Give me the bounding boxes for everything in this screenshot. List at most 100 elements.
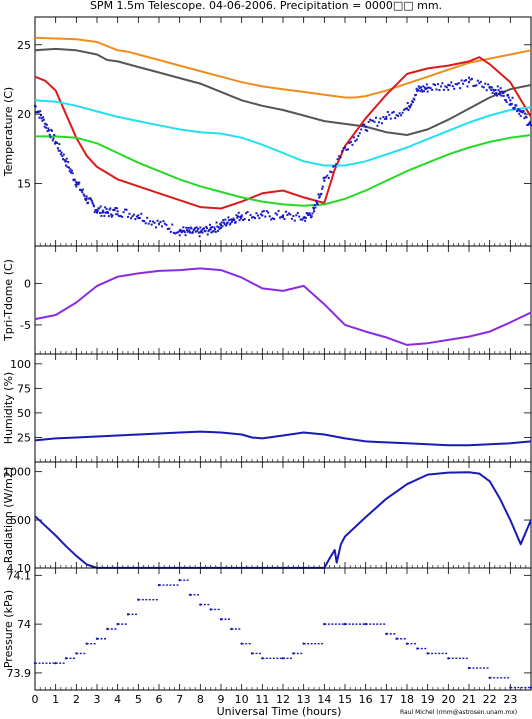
temperature-dot	[208, 223, 211, 226]
temperature-dot	[499, 87, 502, 90]
temperature-dot	[256, 214, 259, 217]
temperature-dot	[524, 112, 527, 115]
temperature-dot	[116, 213, 119, 216]
temperature-dot	[42, 116, 45, 119]
temperature-dot	[287, 212, 290, 215]
temperature-dot	[127, 215, 129, 218]
temperature-dot	[448, 84, 451, 87]
temperature-dot	[242, 219, 245, 222]
temperature-dot	[198, 235, 201, 238]
data-point	[385, 115, 388, 119]
temperature-dot	[321, 185, 324, 188]
x-tick-label: 7	[176, 693, 183, 706]
temperature-dot	[93, 211, 96, 214]
data-point	[343, 146, 347, 149]
temperature-dot	[232, 217, 235, 220]
y-tick-label: 75	[17, 382, 31, 395]
temperature-dot	[528, 122, 531, 125]
temperature-dot	[183, 231, 186, 234]
x-tick-label: 17	[379, 693, 393, 706]
temperature-dot	[68, 170, 71, 173]
temperature-dot	[303, 216, 306, 219]
temperature-dot	[428, 86, 431, 89]
temperature-dot	[519, 114, 522, 117]
temperature-dot	[178, 234, 181, 237]
temperature-dot	[391, 111, 394, 114]
data-point	[75, 652, 78, 655]
temperature-dot	[395, 114, 398, 117]
temperature-dot	[187, 226, 190, 229]
x-tick-label: 11	[255, 693, 269, 706]
data-point	[85, 642, 88, 645]
temperature-dot	[306, 212, 309, 215]
temperature-dot	[505, 101, 508, 104]
temperature-dot	[523, 117, 526, 120]
temperature-dot	[93, 205, 96, 208]
data-point	[188, 593, 192, 597]
temperature-dot	[469, 78, 472, 81]
temperature-dot	[409, 104, 412, 107]
temperature-dot	[217, 226, 220, 229]
temperature-dot	[501, 92, 504, 95]
x-axis-label: Universal Time (hours)	[217, 705, 342, 718]
temperature-dot	[420, 86, 423, 89]
temperature-dot	[490, 88, 493, 91]
temperature-dot	[502, 94, 505, 97]
temperature-dot	[472, 85, 475, 88]
temperature-dot	[259, 213, 262, 216]
temperature-dot	[358, 132, 361, 135]
y-tick-label: 4.10	[7, 562, 32, 575]
temperature-dot	[251, 216, 253, 219]
data-point	[509, 99, 512, 102]
temperature-dot	[311, 212, 314, 215]
temperature-dot	[429, 87, 432, 90]
temperature-dot	[70, 169, 73, 172]
temperature-dot	[407, 109, 410, 112]
temperature-dot	[174, 232, 177, 235]
temperature-dot	[518, 112, 521, 115]
temperature-dot	[439, 85, 442, 88]
x-axis: 0 1 2 3 4 5 6 7 8 9 10 11 12 13 14 15 16 17 18 19 20 21 22 23	[32, 693, 518, 706]
x-tick-label: 6	[156, 693, 163, 706]
temperature-dot	[377, 121, 380, 124]
temperature-dot	[104, 206, 107, 209]
temperature-dot	[214, 228, 217, 231]
temperature-dot	[238, 219, 241, 222]
temperature-dot	[310, 216, 313, 219]
data-point	[209, 228, 212, 231]
temperature-dot	[500, 94, 503, 97]
temperature-dot	[280, 215, 283, 218]
temperature-dot	[91, 201, 94, 204]
temperature-dot	[501, 90, 504, 93]
temperature-dot	[171, 223, 174, 226]
y-tick-label: 20	[17, 108, 31, 121]
x-tick-label: 20	[441, 693, 455, 706]
data-point	[137, 598, 140, 601]
temperature-dot	[274, 212, 277, 215]
temperature-dot	[111, 214, 114, 217]
x-tick-label: 5	[135, 693, 142, 706]
temperature-dot	[206, 233, 209, 236]
data-point	[64, 160, 68, 163]
temperature-dot	[56, 142, 59, 145]
temperature-dot	[496, 85, 499, 88]
temperature-dot	[408, 105, 411, 108]
temperature-dot	[96, 211, 98, 214]
temperature-dot	[290, 217, 293, 220]
temperature-dot	[296, 211, 299, 214]
data-point	[281, 657, 285, 660]
temperature-dot	[349, 140, 352, 143]
temperature-dot	[101, 209, 104, 212]
temperature-dot	[225, 224, 228, 227]
temperature-dot	[418, 87, 421, 90]
temperature-dot	[420, 88, 423, 91]
x-tick-label: 8	[197, 693, 204, 706]
data-point	[250, 652, 254, 655]
temperature-dot	[229, 222, 232, 225]
temperature-dot	[463, 79, 466, 82]
temperature-dot	[417, 85, 420, 88]
temperature-dot	[422, 90, 425, 93]
data-point	[467, 81, 471, 84]
temperature-dot	[478, 82, 481, 85]
temperature-dot	[307, 213, 310, 216]
